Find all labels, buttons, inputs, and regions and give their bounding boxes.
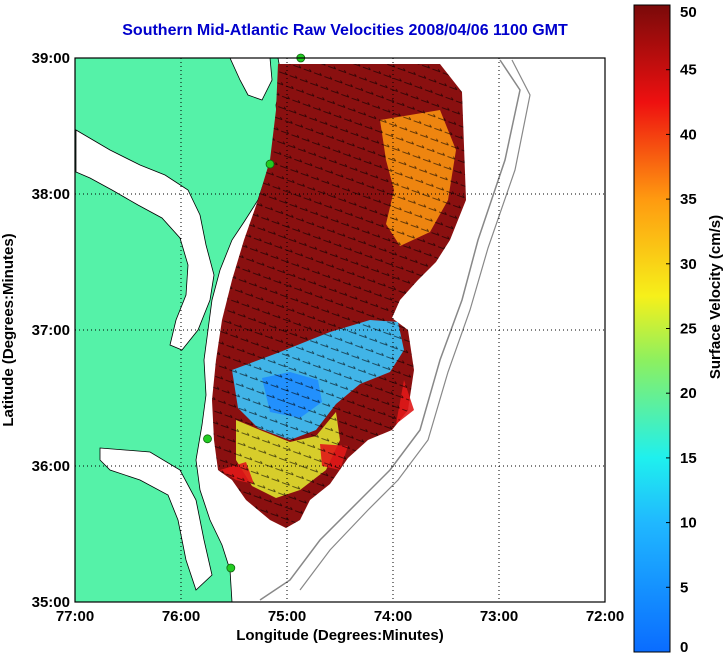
colorbar-tick-label: 20 bbox=[680, 385, 697, 402]
x-tick-label: 72:00 bbox=[586, 608, 624, 625]
pamlico-sound bbox=[99, 447, 213, 591]
y-tick-label: 38:00 bbox=[32, 186, 70, 203]
colorbar-tick-label: 0 bbox=[680, 639, 688, 656]
colorbar-tick-label: 5 bbox=[680, 579, 688, 596]
y-tick-label: 35:00 bbox=[32, 594, 70, 611]
bathymetry-line bbox=[299, 59, 531, 591]
x-tick-label: 77:00 bbox=[56, 608, 94, 625]
x-tick-label: 76:00 bbox=[162, 608, 200, 625]
grid-lines bbox=[75, 58, 605, 602]
chesapeake-bay bbox=[75, 129, 215, 351]
colorbar-tick-label: 40 bbox=[680, 126, 697, 143]
colorbar-ticks: 0 5 10 15 20 25 30 35 40 45 50 bbox=[666, 4, 697, 656]
y-tick-label: 37:00 bbox=[32, 322, 70, 339]
colorbar-tick-label: 35 bbox=[680, 191, 697, 208]
x-tick-label: 73:00 bbox=[480, 608, 518, 625]
plot-frame bbox=[74, 57, 606, 603]
y-tick-labels: 35:00 36:00 37:00 38:00 39:00 bbox=[32, 50, 70, 611]
x-axis-label: Longitude (Degrees:Minutes) bbox=[236, 627, 444, 644]
x-tick-label: 75:00 bbox=[268, 608, 306, 625]
y-tick-label: 36:00 bbox=[32, 458, 70, 475]
delaware-bay bbox=[229, 58, 273, 101]
colorbar-tick-label: 10 bbox=[680, 515, 697, 532]
chart-title: Southern Mid-Atlantic Raw Velocities 200… bbox=[122, 22, 568, 39]
colorbar-tick-label: 45 bbox=[680, 62, 697, 79]
bathymetry-line bbox=[259, 59, 521, 601]
y-axis-label: Latitude (Degrees:Minutes) bbox=[0, 233, 17, 426]
station-marker bbox=[226, 563, 236, 573]
velocity-arrows bbox=[212, 64, 466, 528]
x-tick-labels: 77:00 76:00 75:00 74:00 73:00 72:00 bbox=[56, 608, 624, 625]
x-tick-label: 74:00 bbox=[374, 608, 412, 625]
colorbar-tick-label: 30 bbox=[680, 256, 697, 273]
station-marker bbox=[203, 434, 212, 444]
station-marker bbox=[265, 159, 275, 169]
colorbar-tick-label: 15 bbox=[680, 450, 697, 467]
colorbar-tick-label: 25 bbox=[680, 321, 697, 338]
colorbar-gradient bbox=[633, 4, 671, 653]
colorbar-label: Surface Velocity (cm/s) bbox=[707, 215, 724, 379]
y-tick-label: 39:00 bbox=[32, 50, 70, 67]
colorbar-tick-label: 50 bbox=[680, 4, 697, 21]
